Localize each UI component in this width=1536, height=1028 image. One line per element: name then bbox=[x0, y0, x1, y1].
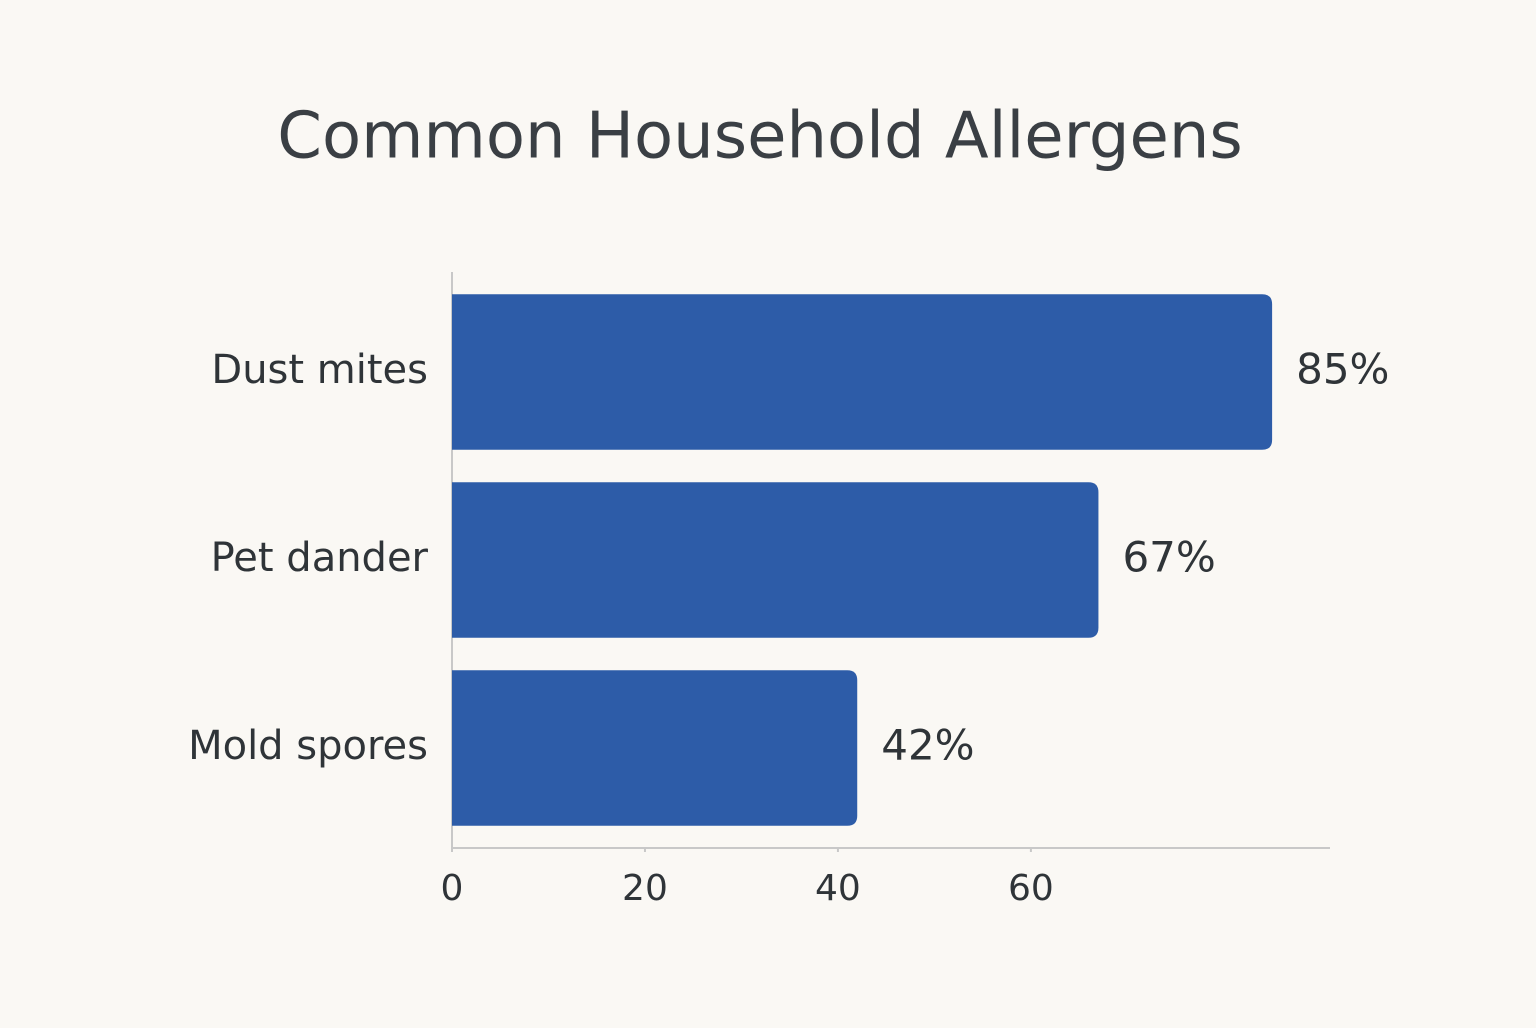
y-tick-label: Pet dander bbox=[211, 535, 429, 581]
x-tick-label: 40 bbox=[815, 868, 861, 909]
value-label: 85% bbox=[1296, 345, 1389, 394]
bar bbox=[452, 294, 1273, 450]
bar bbox=[452, 670, 858, 826]
bar bbox=[452, 482, 1099, 638]
value-label: 42% bbox=[881, 721, 974, 770]
x-tick-label: 60 bbox=[1008, 868, 1054, 909]
value-label: 67% bbox=[1122, 533, 1215, 582]
x-tick-label: 0 bbox=[441, 868, 464, 909]
y-tick-label: Dust mites bbox=[211, 347, 428, 393]
y-tick-label: Mold spores bbox=[188, 723, 428, 769]
chart-title: Common Household Allergens bbox=[277, 100, 1242, 174]
x-tick-label: 20 bbox=[622, 868, 668, 909]
